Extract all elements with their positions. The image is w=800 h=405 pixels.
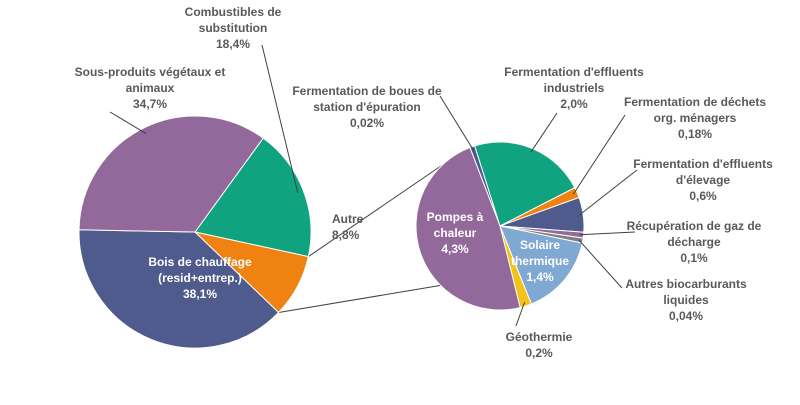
label-fermentation-d-effluents-industriels: Fermentation d'effluents industriels 2,0% (504, 65, 644, 111)
slice-fermentation-d-effluents-industriels (474, 141, 576, 227)
label-combustibles-de-substitution: Combustibles de substitution 18,4% (185, 5, 282, 51)
detail-pie (415, 141, 585, 311)
leader-fermentation-de-dechets-org-menagers (572, 114, 626, 195)
leader-fermentation-de-boues-de-station-d-epuration (439, 95, 475, 151)
label-autres-biocarburants-liquides: Autres biocarburants liquides 0,04% (625, 277, 747, 323)
label-pompes-a-chaleur: Pompes à chaleur 4,3% (427, 210, 484, 256)
leader-recuperation-de-gaz-de-decharge (579, 231, 636, 236)
leader-geothermie (515, 301, 526, 327)
slice-bois-de-chauffage-resid-entrep (78, 229, 280, 349)
leader-combustibles-de-substitution (261, 44, 299, 193)
label-bois-de-chauffage-resid-entrep: Bois de chauffage (resid+entrep.) 38,1% (148, 255, 252, 301)
label-fermentation-de-boues-de-station-d-epuration: Fermentation de boues de station d'épurat… (292, 84, 442, 130)
connector-line (278, 284, 441, 313)
label-autre: Autre 8,8% (332, 212, 364, 242)
leader-fermentation-d-effluents-d-elevage (578, 169, 638, 216)
slice-sous-produits-vegetaux-et-animaux (78, 115, 264, 233)
leader-autres-biocarburants-liquides (578, 239, 623, 289)
leader-sous-produits-vegetaux-et-animaux (109, 111, 147, 134)
label-fermentation-d-effluents-d-elevage: Fermentation d'effluents d'élevage 0,6% (633, 157, 773, 203)
connector-line (308, 149, 465, 258)
label-recuperation-de-gaz-de-decharge: Récupération de gaz de décharge 0,1% (627, 219, 762, 265)
label-fermentation-de-dechets-org-menagers: Fermentation de déchets org. ménagers 0,18… (624, 95, 766, 141)
slice-solaire-thermique (499, 225, 583, 305)
slice-combustibles-de-substitution (194, 137, 312, 258)
label-geothermie: Géothermie 0,2% (506, 330, 573, 360)
leader-fermentation-d-effluents-industriels (530, 112, 558, 153)
label-solaire-thermique: Solaire thermique 1,4% (511, 238, 569, 284)
slice-labels: Combustibles de substitution 18,4% Autre 8,8… (75, 5, 773, 360)
connector-lines (278, 149, 465, 313)
label-sous-produits-vegetaux-et-animaux: Sous-produits végétaux et animaux 34,7% (75, 65, 226, 111)
leader-lines (109, 44, 638, 327)
slice-pompes-a-chaleur (415, 146, 521, 311)
main-pie (78, 115, 312, 349)
